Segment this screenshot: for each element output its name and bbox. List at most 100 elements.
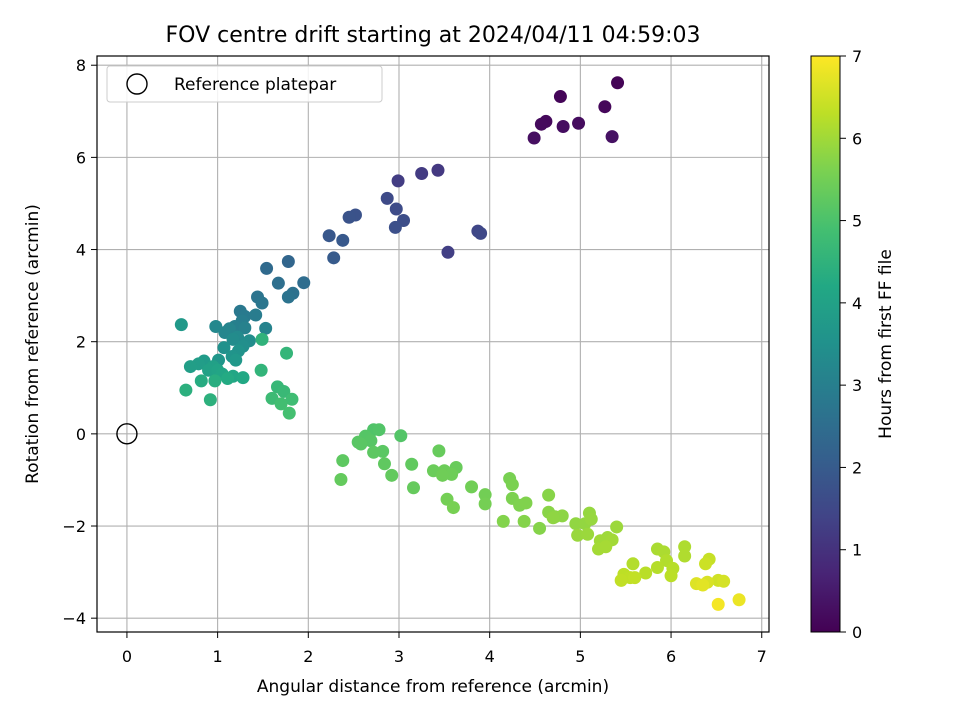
x-tick-label: 6 [666,647,676,666]
scatter-point [436,468,450,482]
scatter-point [174,318,188,332]
scatter-point [394,429,408,443]
scatter-point [598,100,612,114]
scatter-point [678,549,692,563]
scatter-point [377,457,391,471]
scatter-point [527,131,541,145]
scatter-point [546,511,560,525]
scatter-point [699,557,713,571]
scatter-point [614,573,628,587]
scatter-point [446,501,460,515]
scatter-point [372,423,386,437]
scatter-point [260,261,274,275]
scatter-point [236,371,250,385]
scatter-point [217,341,231,355]
scatter-point [553,90,567,104]
scatter-point [342,210,356,224]
colorbar-tick-label: 5 [852,212,862,231]
x-tick-label: 7 [757,647,767,666]
scatter-point [238,321,252,335]
scatter-point [611,76,625,90]
scatter-point [407,481,421,495]
scatter-point [664,569,678,583]
scatter-point [474,226,488,240]
scatter-point [271,276,285,290]
colorbar-tick-label: 1 [852,541,862,560]
scatter-point [465,480,479,494]
scatter-point [405,457,419,471]
scatter-point [584,512,598,526]
scatter-point [732,593,746,607]
scatter-point [385,468,399,482]
x-tick-label: 4 [485,647,495,666]
scatter-point [696,578,710,592]
scatter-point [534,117,548,131]
scatter-point [571,528,585,542]
scatter-point [364,434,378,448]
scatter-points [174,76,746,611]
scatter-point [569,517,583,531]
scatter-point [711,597,725,611]
scatter-point [639,566,653,580]
scatter-point [431,163,445,177]
scatter-point [277,384,291,398]
scatter-point [650,560,664,574]
scatter-point [367,445,381,459]
scatter-point [209,319,223,333]
colorbar [811,56,840,632]
scatter-point [599,540,613,554]
plot-frame [96,55,770,633]
scatter-point [542,488,556,502]
scatter-point [254,363,268,377]
scatter-point [249,308,263,322]
x-tick-label: 3 [394,647,404,666]
scatter-point [517,514,531,528]
scatter-point [505,478,519,492]
y-tick-label: 2 [76,333,86,352]
legend: Reference platepar [106,65,383,103]
scatter-point [208,374,222,388]
scatter-point [478,488,492,502]
reference-platepar-marker [116,423,138,445]
colorbar-frame [810,55,841,633]
chart-title: FOV centre drift starting at 2024/04/11 … [166,23,701,48]
scatter-point [281,255,295,269]
scatter-point [255,296,269,310]
colorbar-tick-label: 0 [852,623,862,642]
scatter-point [380,191,394,205]
x-tick-label: 5 [575,647,585,666]
scatter-point [533,521,547,535]
scatter-point [226,332,240,346]
legend-marker-icon [126,73,148,95]
scatter-point [717,574,731,588]
colorbar-tick-label: 6 [852,129,862,148]
scatter-point [678,540,692,554]
scatter-point [285,392,299,406]
scatter-point [354,437,368,451]
scatter-point [179,383,193,397]
scatter-point [280,346,294,360]
x-axis-ticks: 0 1 2 3 4 5 6 7 [122,632,767,666]
scatter-point [336,233,350,247]
x-tick-label: 0 [122,647,132,666]
colorbar-label: Hours from first FF file [876,249,896,439]
y-tick-label: −2 [62,517,86,536]
scatter-point [194,374,208,388]
grid-lines [97,56,769,632]
colorbar-ticks: 0 1 2 3 4 5 6 7 [840,47,862,642]
scatter-point [415,167,429,181]
x-tick-label: 1 [213,647,223,666]
scatter-point [581,527,595,541]
colorbar-tick-label: 2 [852,458,862,477]
scatter-point [610,520,624,534]
scatter-point [221,372,235,386]
reference-marker-group [116,423,138,445]
scatter-point [605,130,619,144]
y-tick-label: −4 [62,609,86,628]
legend-box [106,65,383,103]
scatter-point [202,363,216,377]
scatter-point [274,397,288,411]
scatter-point [391,174,405,188]
